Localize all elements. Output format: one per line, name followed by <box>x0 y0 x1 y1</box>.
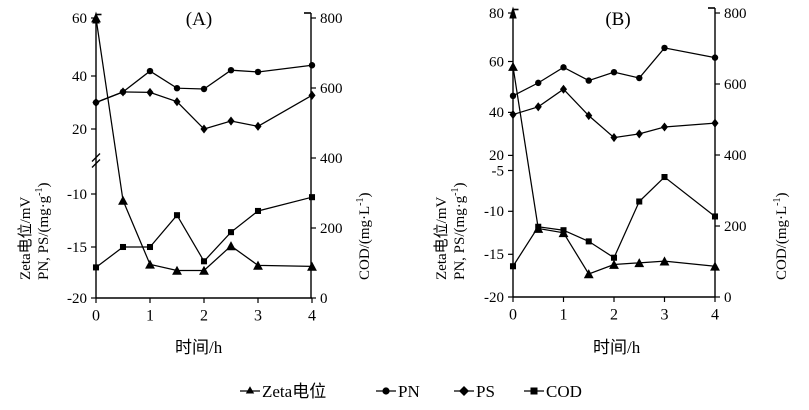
svg-text:PS: PS <box>476 382 495 401</box>
svg-text:PN: PN <box>398 382 420 401</box>
svg-text:Zeta电位: Zeta电位 <box>262 382 326 401</box>
svg-text:COD: COD <box>546 382 582 401</box>
